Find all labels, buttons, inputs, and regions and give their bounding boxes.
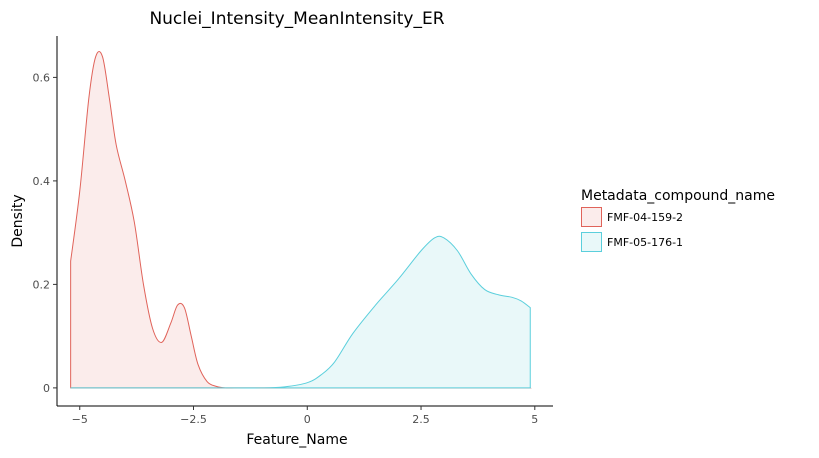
density-area-2 bbox=[70, 236, 531, 388]
y-tick-label: 0.6 bbox=[33, 71, 51, 84]
density-area-1 bbox=[70, 51, 531, 389]
x-tick-label: −5 bbox=[72, 413, 88, 426]
y-tick-label: 0.4 bbox=[33, 175, 51, 188]
legend-label-2: FMF-05-176-1 bbox=[607, 236, 683, 249]
legend-title: Metadata_compound_name bbox=[581, 188, 775, 204]
y-tick-label: 0 bbox=[43, 382, 50, 395]
y-axis-title: Density bbox=[10, 194, 26, 247]
legend-swatch-1 bbox=[581, 207, 602, 227]
x-axis-title: Feature_Name bbox=[246, 432, 347, 448]
y-tick-label: 0.2 bbox=[33, 278, 51, 291]
legend: Metadata_compound_name FMF-04-159-2 FMF-0… bbox=[581, 188, 775, 252]
x-tick-label: 2.5 bbox=[412, 413, 430, 426]
x-tick-label: −2.5 bbox=[180, 413, 207, 426]
chart-title: Nuclei_Intensity_MeanIntensity_ER bbox=[149, 9, 444, 29]
x-tick-label: 0 bbox=[304, 413, 311, 426]
axes: −5 −2.5 0 2.5 5 0 0.2 0.4 0.6 bbox=[33, 36, 553, 426]
legend-swatch-2 bbox=[581, 232, 602, 252]
x-tick-label: 5 bbox=[531, 413, 538, 426]
legend-label-1: FMF-04-159-2 bbox=[607, 211, 683, 224]
plot-area bbox=[70, 51, 532, 389]
density-line-2 bbox=[70, 235, 531, 389]
